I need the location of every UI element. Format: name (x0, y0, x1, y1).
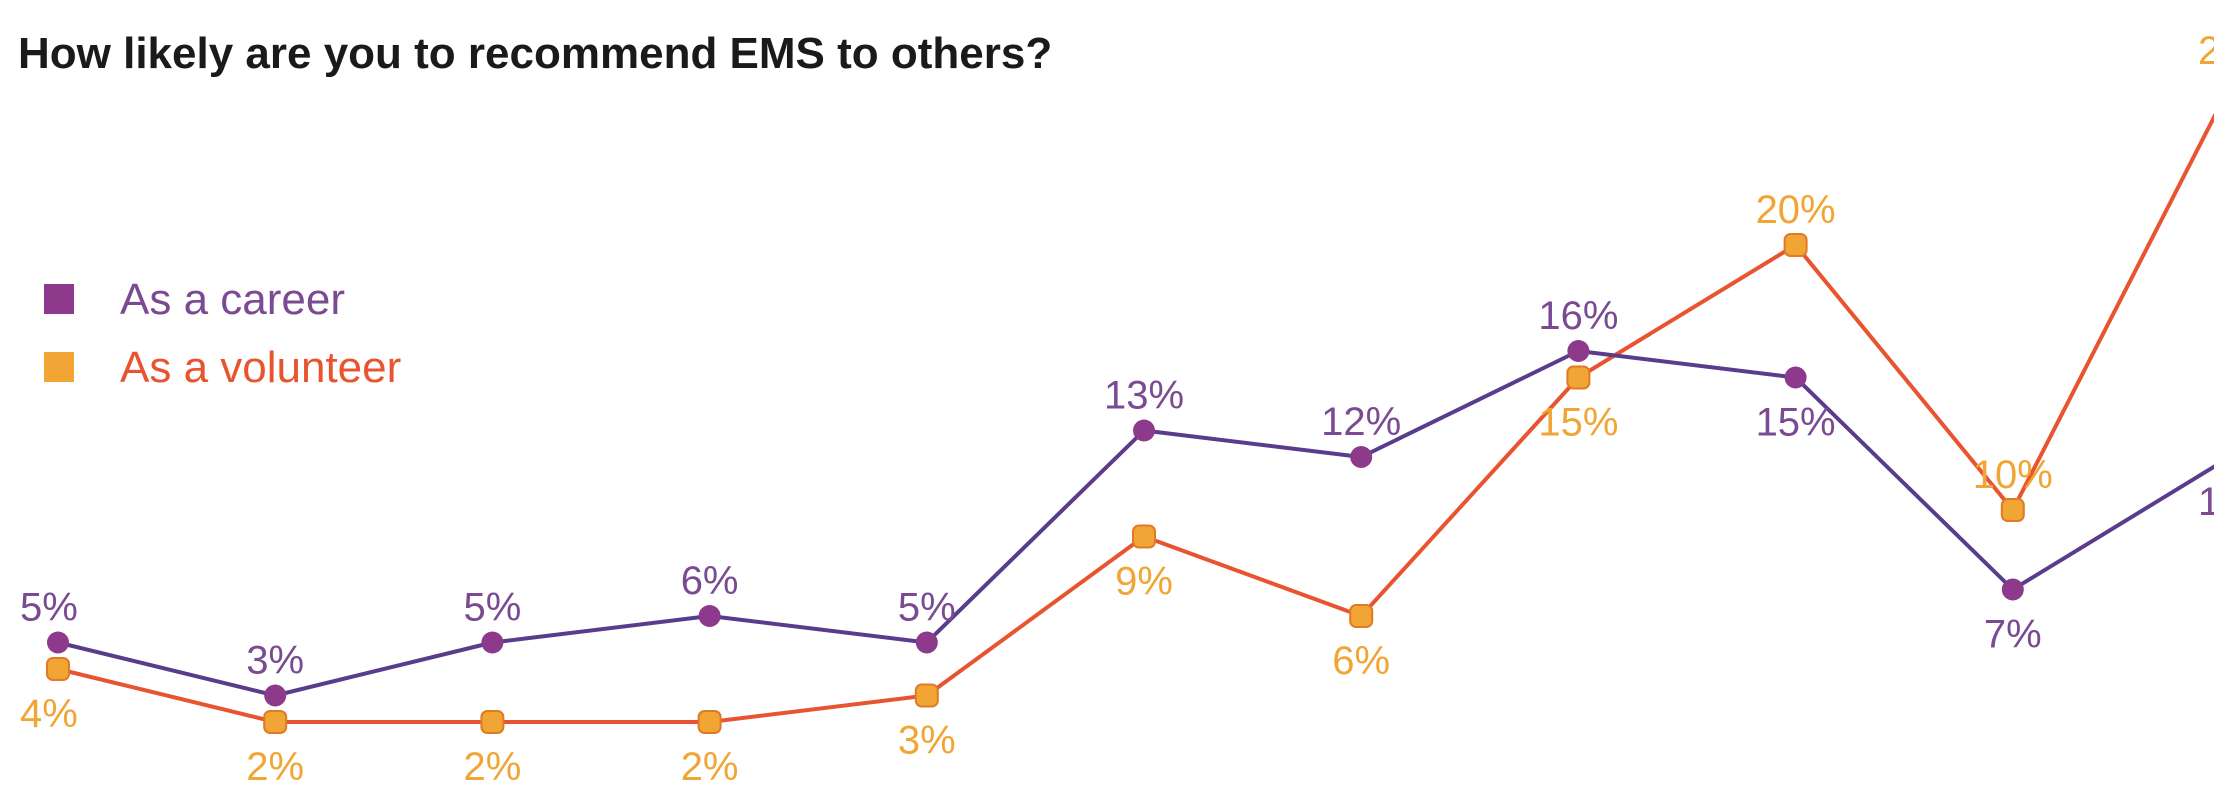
point-career-8 (1567, 340, 1590, 362)
data-label-career-11: 12% (2198, 480, 2214, 524)
legend-label-volunteer: As a volunteer (120, 343, 401, 392)
point-career-6 (1133, 419, 1155, 442)
data-label-career-1: 5% (20, 586, 78, 630)
data-label-career-8: 16% (1538, 294, 1618, 338)
legend-label-career: As a career (120, 275, 345, 324)
data-label-volunteer-5: 3% (898, 719, 956, 763)
data-label-volunteer-3: 2% (463, 745, 521, 789)
point-career-2 (264, 684, 287, 707)
point-career-7 (1350, 446, 1373, 468)
point-volunteer-3 (480, 710, 505, 734)
data-label-career-10: 7% (1984, 613, 2042, 657)
point-volunteer-9 (1783, 233, 1808, 257)
point-career-1 (47, 631, 69, 654)
point-volunteer-4 (697, 710, 722, 734)
data-label-volunteer-11: 26% (2198, 29, 2214, 73)
legend-swatch-career (44, 284, 74, 314)
data-label-career-2: 3% (246, 639, 304, 683)
chart-title: How likely are you to recommend EMS to o… (18, 29, 1052, 78)
data-label-volunteer-10: 10% (1973, 453, 2053, 497)
data-label-career-5: 5% (898, 586, 956, 630)
point-volunteer-5 (914, 683, 939, 708)
data-label-career-4: 6% (681, 559, 739, 603)
point-volunteer-7 (1349, 604, 1374, 628)
point-career-4 (698, 605, 721, 627)
data-label-volunteer-1: 4% (20, 692, 78, 736)
data-label-volunteer-8: 15% (1538, 401, 1618, 445)
data-label-volunteer-6: 9% (1115, 560, 1173, 604)
legend-swatch-volunteer (44, 352, 74, 382)
data-label-volunteer-2: 2% (246, 745, 304, 789)
point-career-5 (915, 631, 938, 654)
data-label-career-6: 13% (1104, 374, 1184, 418)
data-label-career-9: 15% (1756, 401, 1836, 445)
series-layer: 5% 3% 5% 6% 5% 13% 12% 16% 15% 7% 12% 4% 2% 2% 2% 3% 9% 6… (20, 29, 2214, 789)
data-label-career-3: 5% (463, 586, 521, 630)
data-label-volunteer-4: 2% (681, 745, 739, 789)
data-label-volunteer-9: 20% (1756, 188, 1836, 232)
point-volunteer-2 (263, 710, 288, 734)
point-career-3 (481, 631, 504, 654)
point-volunteer-10 (2000, 498, 2025, 522)
legend: As a career As a volunteer (44, 275, 401, 392)
data-label-volunteer-7: 6% (1332, 639, 1390, 683)
point-career-9 (1784, 366, 1807, 389)
point-volunteer-1 (46, 657, 70, 681)
point-volunteer-6 (1132, 524, 1156, 549)
data-label-career-7: 12% (1321, 400, 1401, 444)
point-volunteer-8 (1566, 365, 1591, 390)
point-career-10 (2001, 578, 2024, 601)
